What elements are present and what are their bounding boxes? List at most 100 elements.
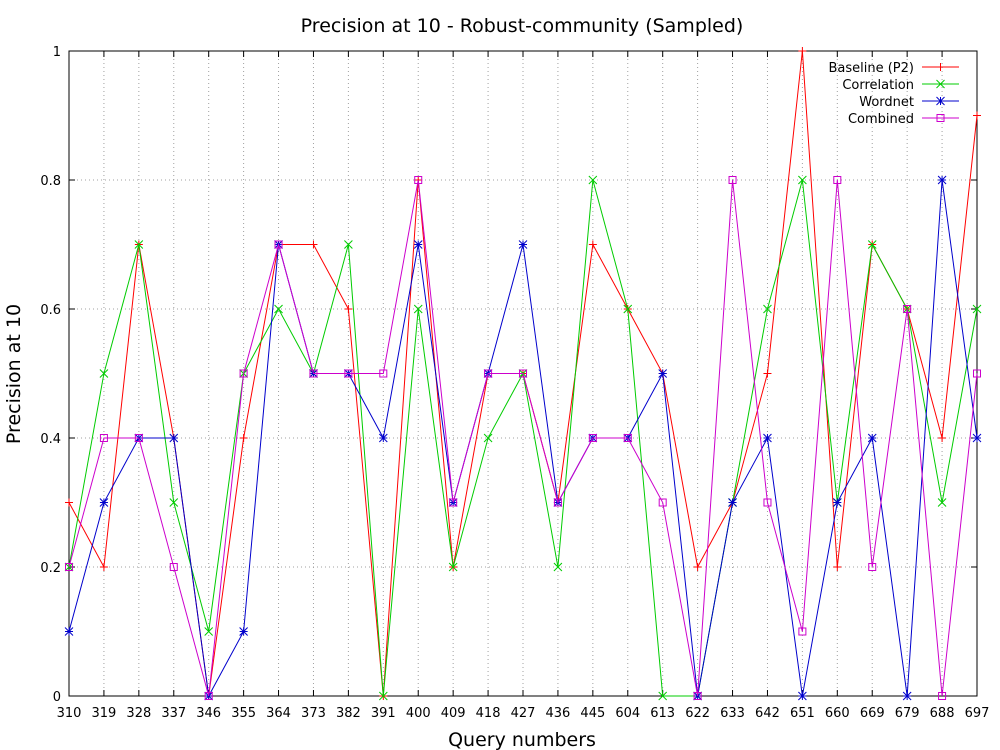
series-group <box>64 47 982 701</box>
x-tick-label: 604 <box>615 706 640 721</box>
x-tick-label: 346 <box>196 706 221 721</box>
x-tick-label: 382 <box>336 706 361 721</box>
data-point-combined <box>903 305 912 313</box>
data-point-wordnet <box>99 498 109 507</box>
legend-marker-correlation <box>936 79 945 89</box>
x-tick-label: 633 <box>720 706 745 721</box>
data-point-correlation <box>972 304 982 314</box>
legend-label-wordnet: Wordnet <box>859 95 914 110</box>
data-point-baseline-p2 <box>763 369 772 378</box>
x-tick-label: 697 <box>965 706 990 721</box>
data-point-correlation <box>658 691 668 701</box>
data-point-combined <box>134 434 143 442</box>
data-point-correlation <box>99 369 109 378</box>
data-point-combined <box>553 498 562 507</box>
data-point-correlation <box>448 562 458 572</box>
x-tick-label: 409 <box>441 706 466 721</box>
x-tick-label: 679 <box>895 706 920 721</box>
data-point-combined <box>763 498 772 507</box>
data-point-wordnet <box>972 433 982 443</box>
data-point-wordnet <box>64 627 74 636</box>
x-tick-label: 651 <box>790 706 815 721</box>
data-point-combined <box>169 563 178 571</box>
data-point-wordnet <box>902 691 912 701</box>
legend-marker-wordnet <box>936 96 945 106</box>
data-point-baseline-p2 <box>938 434 947 442</box>
data-point-combined <box>414 176 423 184</box>
data-point-combined <box>484 369 493 378</box>
data-point-correlation <box>937 498 947 507</box>
data-point-baseline-p2 <box>798 47 807 55</box>
data-point-wordnet <box>239 627 248 636</box>
x-tick-label: 445 <box>580 706 605 721</box>
x-tick-label: 660 <box>825 706 850 721</box>
x-tick-label: 319 <box>92 706 117 721</box>
data-point-baseline-p2 <box>65 498 73 507</box>
x-axis-label: Query numbers <box>448 729 596 750</box>
x-tick-label: 688 <box>930 706 955 721</box>
data-point-combined <box>309 369 318 378</box>
x-tick-label: 669 <box>860 706 885 721</box>
data-point-combined <box>728 176 737 184</box>
data-point-correlation <box>623 304 633 314</box>
data-point-baseline-p2 <box>344 305 353 313</box>
x-tick-label: 613 <box>650 706 675 721</box>
legend-label-baseline-p2: Baseline (P2) <box>828 61 914 76</box>
data-point-wordnet <box>937 175 947 185</box>
data-point-combined <box>868 563 877 571</box>
data-point-wordnet <box>798 691 807 701</box>
x-tick-label: 337 <box>161 706 186 721</box>
data-point-combined <box>588 434 597 442</box>
data-point-combined <box>519 369 527 378</box>
data-point-baseline-p2 <box>309 240 318 249</box>
x-tick-label: 418 <box>476 706 501 721</box>
data-point-combined <box>274 240 283 249</box>
x-tick-label: 622 <box>685 706 710 721</box>
data-point-baseline-p2 <box>239 434 248 442</box>
series-combined <box>65 176 981 700</box>
data-point-wordnet <box>658 369 668 378</box>
data-point-baseline-p2 <box>99 563 108 571</box>
x-tick-label: 355 <box>231 706 256 721</box>
data-point-combined <box>693 692 702 700</box>
data-point-correlation <box>588 175 598 185</box>
data-point-baseline-p2 <box>973 111 981 120</box>
data-point-correlation <box>483 433 493 443</box>
series-line-combined <box>68 179 978 697</box>
axis-ticks: 310 319 328 337 346 355 364 373 382 391 400 409 418 4… <box>40 45 989 721</box>
x-tick-label: 400 <box>406 706 431 721</box>
legend-label-combined: Combined <box>848 112 914 127</box>
data-point-correlation <box>134 240 144 249</box>
data-point-combined <box>658 498 667 507</box>
data-point-combined <box>973 369 981 378</box>
y-axis-label: Precision at 10 <box>3 304 25 444</box>
data-point-correlation <box>763 304 772 314</box>
data-point-combined <box>938 692 947 700</box>
x-tick-label: 328 <box>126 706 151 721</box>
y-tick-label: 1 <box>53 45 61 60</box>
data-point-baseline-p2 <box>833 563 842 571</box>
y-tick-label: 0.2 <box>40 561 61 576</box>
data-point-baseline-p2 <box>693 563 702 571</box>
chart-title: Precision at 10 - Robust-community (Samp… <box>301 15 744 37</box>
y-tick-label: 0.8 <box>40 174 61 189</box>
data-point-combined <box>99 434 108 442</box>
data-point-correlation <box>274 304 283 314</box>
data-point-combined <box>449 498 458 507</box>
data-point-correlation <box>378 691 388 701</box>
data-point-correlation <box>344 240 353 249</box>
data-point-correlation <box>867 240 877 249</box>
data-point-combined <box>204 692 213 700</box>
data-point-wordnet <box>832 498 842 507</box>
data-point-correlation <box>798 175 807 185</box>
data-point-wordnet <box>867 433 877 443</box>
legend-label-correlation: Correlation <box>842 78 914 93</box>
data-point-combined <box>344 369 353 378</box>
data-point-correlation <box>204 627 214 636</box>
data-point-wordnet <box>378 433 388 443</box>
y-tick-label: 0.6 <box>40 303 61 318</box>
x-tick-label: 391 <box>371 706 396 721</box>
data-point-combined <box>65 563 73 571</box>
data-point-correlation <box>413 304 423 314</box>
